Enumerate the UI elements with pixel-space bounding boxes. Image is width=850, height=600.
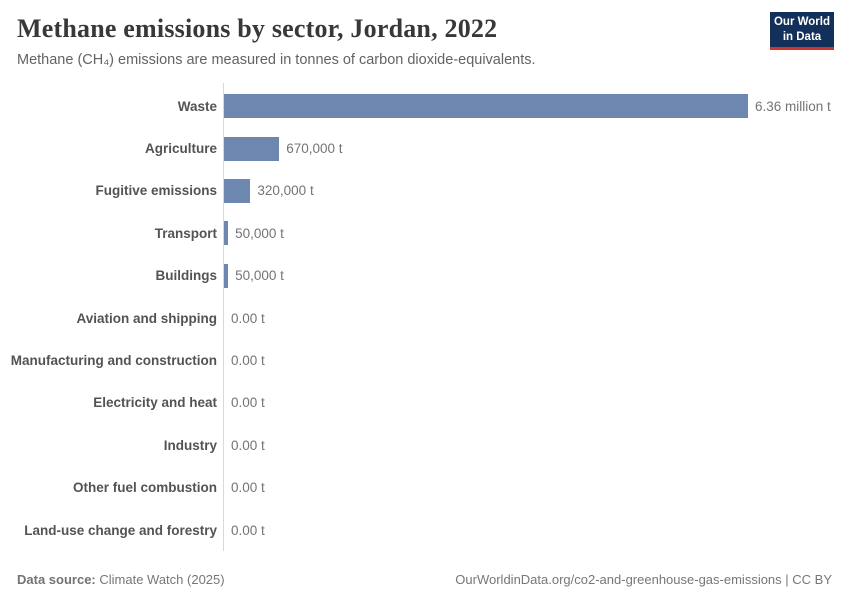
value-label: 0.00 t [231, 310, 265, 326]
category-label: Electricity and heat [93, 395, 217, 411]
chart-row: Manufacturing and construction 0.00 t [0, 339, 850, 381]
bar-area: 670,000 t [224, 136, 343, 161]
value-label: 50,000 t [235, 225, 284, 241]
owid-logo-line1: Our World [773, 16, 830, 29]
category-label: Waste [177, 98, 217, 114]
chart-row: Aviation and shipping 0.00 t [0, 297, 850, 339]
bar[interactable] [224, 178, 251, 203]
category-label: Other fuel combustion [72, 480, 217, 496]
y-axis-line [223, 83, 224, 551]
chart-row: Other fuel combustion 0.00 t [0, 467, 850, 509]
chart-row: Agriculture 670,000 t [0, 127, 850, 169]
bar-area: 320,000 t [224, 178, 314, 203]
bar-area: 0.00 t [224, 518, 265, 542]
credit-link[interactable]: OurWorldinData.org/co2-and-greenhouse-ga… [455, 572, 832, 587]
bar-area: 6.36 million t [224, 94, 831, 119]
value-label: 0.00 t [231, 522, 265, 538]
bar-area: 0.00 t [224, 476, 265, 500]
bar-area: 0.00 t [224, 306, 265, 330]
value-label: 0.00 t [231, 480, 265, 496]
bar[interactable] [224, 263, 229, 288]
chart-subtitle: Methane (CH₄) emissions are measured in … [17, 52, 536, 68]
data-source-label: Data source: [17, 572, 96, 587]
category-label: Transport [154, 225, 217, 241]
chart-rows: Waste 6.36 million t Agriculture 670,000 t F… [0, 85, 850, 551]
value-label: 0.00 t [231, 437, 265, 453]
category-label: Fugitive emissions [95, 183, 217, 199]
chart-row: Buildings 50,000 t [0, 255, 850, 297]
bar[interactable] [224, 136, 280, 161]
value-label: 0.00 t [231, 353, 265, 369]
chart-row: Fugitive emissions 320,000 t [0, 170, 850, 212]
chart-row: Waste 6.36 million t [0, 85, 850, 127]
chart-row: Electricity and heat 0.00 t [0, 382, 850, 424]
chart-row: Industry 0.00 t [0, 424, 850, 466]
bar-area: 50,000 t [224, 263, 284, 288]
bar-area: 50,000 t [224, 221, 284, 246]
category-label: Manufacturing and construction [10, 353, 217, 369]
owid-logo[interactable]: Our World in Data [770, 12, 834, 50]
chart-row: Land-use change and forestry 0.00 t [0, 509, 850, 551]
bar-chart: Waste 6.36 million t Agriculture 670,000 t F… [0, 85, 850, 551]
value-label: 320,000 t [257, 183, 314, 199]
bar-area: 0.00 t [224, 349, 265, 373]
bar[interactable] [224, 94, 748, 119]
data-source-value: Climate Watch (2025) [95, 572, 225, 587]
bar-area: 0.00 t [224, 391, 265, 415]
bar[interactable] [224, 221, 229, 246]
category-label: Land-use change and forestry [24, 522, 217, 538]
footer: Data source: Climate Watch (2025) OurWor… [17, 572, 832, 587]
value-label: 50,000 t [235, 268, 284, 284]
chart-row: Transport 50,000 t [0, 212, 850, 254]
value-label: 670,000 t [286, 141, 343, 157]
category-label: Aviation and shipping [76, 310, 218, 326]
value-label: 0.00 t [231, 395, 265, 411]
value-label: 6.36 million t [755, 98, 831, 114]
bar-area: 0.00 t [224, 433, 265, 457]
category-label: Industry [163, 437, 217, 453]
data-source: Data source: Climate Watch (2025) [17, 572, 225, 587]
owid-logo-line2: in Data [782, 30, 822, 43]
page-title: Methane emissions by sector, Jordan, 202… [17, 14, 498, 43]
category-label: Buildings [155, 268, 218, 284]
category-label: Agriculture [144, 141, 217, 157]
